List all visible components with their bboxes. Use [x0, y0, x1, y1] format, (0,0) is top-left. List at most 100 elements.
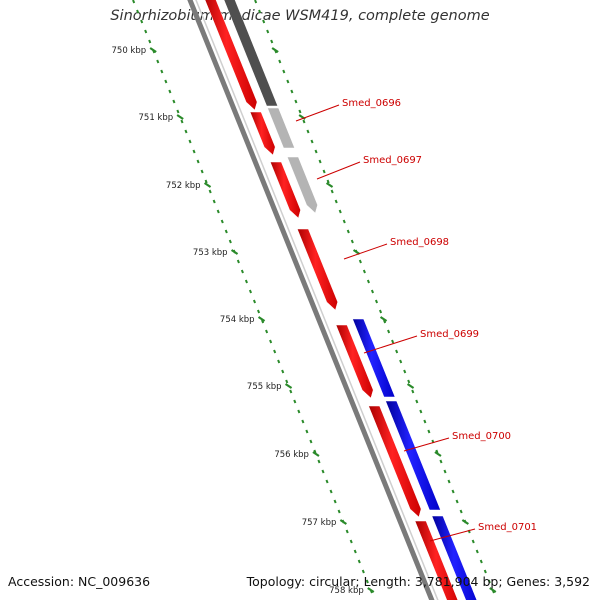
ruler-major-tick: [284, 383, 293, 389]
ruler-tick-label: 756 kbp: [274, 450, 309, 460]
ruler-tick-label: 754 kbp: [220, 315, 255, 325]
ruler-dot: [345, 529, 349, 534]
ruler-major-tick: [367, 587, 375, 593]
ruler-dot: [487, 579, 491, 584]
ruler-dot: [265, 329, 269, 334]
ruler-dot: [196, 159, 200, 164]
ruler-dot: [318, 159, 322, 164]
ruler-dot: [244, 279, 248, 284]
ruler-dot: [455, 499, 459, 504]
ruler-dot: [180, 119, 184, 124]
ruler-dot: [338, 209, 342, 214]
ruler-dot: [365, 579, 369, 584]
ruler-dot: [228, 239, 232, 244]
ruler-dot: [403, 369, 407, 374]
ruler-dot: [290, 89, 294, 94]
ruler-tick-label: 755 kbp: [247, 382, 282, 392]
ruler-dot: [293, 399, 297, 404]
cds-reverse: [385, 400, 441, 511]
ruler-dot: [286, 79, 290, 84]
ruler-dot: [258, 9, 262, 14]
ruler-dot: [330, 189, 334, 194]
ruler-dot: [281, 369, 285, 374]
ruler-dot: [415, 399, 419, 404]
ruler-dot: [212, 199, 216, 204]
ruler-dot: [333, 499, 337, 504]
gene-label: Smed_0701: [478, 522, 537, 533]
ruler-major-tick: [379, 316, 388, 322]
ruler-dot: [475, 549, 479, 554]
ruler-dot: [160, 69, 164, 74]
ruler-dot: [282, 69, 286, 74]
gene-labels: Smed_0696 Smed_0697 Smed_0698 Smed_0699 Smed…: [295, 98, 537, 542]
ruler-dot: [254, 0, 258, 4]
ruler-dot: [399, 359, 403, 364]
ruler-dot: [273, 349, 277, 354]
ruler-dot: [176, 109, 180, 114]
ruler-dot: [248, 289, 253, 294]
ruler-dot: [349, 539, 353, 544]
ruler-major-tick: [339, 519, 347, 525]
ruler-dot: [208, 189, 212, 194]
ruler-dot: [317, 459, 321, 464]
ruler-dot: [443, 469, 447, 474]
ruler-dot: [357, 559, 361, 564]
ruler-tick-label: 751 kbp: [139, 113, 174, 123]
ruler-dot: [257, 309, 261, 314]
ruler-dot: [216, 209, 220, 214]
ruler-dot: [459, 509, 463, 514]
ruler-dot: [483, 569, 487, 574]
cds-forward: [296, 228, 338, 311]
ruler-dot: [301, 419, 305, 424]
map-title: Sinorhizobium medicae WSM419, complete g…: [110, 8, 490, 24]
ruler-dot: [184, 129, 188, 134]
ruler-dot: [277, 359, 281, 364]
ruler-dot: [329, 489, 333, 494]
ruler-dot: [447, 479, 451, 484]
ruler-major-tick: [434, 451, 442, 457]
ruler-dot: [439, 459, 443, 464]
gene-label-leader: [363, 335, 418, 354]
ruler-major-tick: [352, 249, 361, 255]
ruler-dot: [188, 139, 192, 144]
ruler-dot: [136, 9, 140, 14]
cds-forward: [269, 161, 301, 219]
gene-slot-dark: [223, 0, 279, 107]
gene-slot-light: [267, 107, 295, 149]
ruler-dot: [266, 29, 270, 34]
ruler-dot: [325, 479, 329, 484]
ruler-dot: [262, 19, 266, 24]
gene-label-leader: [316, 161, 361, 180]
ruler-dot: [310, 139, 314, 144]
backbone: [187, 0, 439, 600]
ruler-major-tick: [406, 383, 415, 389]
gene-label-leader: [403, 437, 450, 452]
ruler-dot: [362, 269, 366, 274]
gene-slot-light: [286, 156, 318, 214]
ruler-dot: [346, 229, 350, 234]
ruler-dot: [342, 219, 346, 224]
gene-label-leader: [343, 243, 388, 260]
ruler-dot: [294, 99, 298, 104]
backbone-highlight: [195, 0, 439, 600]
ruler-dot: [479, 559, 483, 564]
ruler-dot: [337, 509, 341, 514]
ruler-dot: [140, 19, 144, 24]
ruler-dot: [285, 379, 289, 384]
ruler-dot: [366, 279, 370, 284]
ruler-dot: [374, 299, 379, 304]
gene-label: Smed_0700: [452, 431, 511, 442]
ruler-dot: [451, 489, 455, 494]
gene-label: Smed_0696: [342, 98, 401, 109]
ruler-major-tick: [489, 587, 497, 593]
ruler-dot: [361, 569, 365, 574]
ruler-dot: [298, 109, 302, 114]
ruler-dot: [200, 169, 204, 174]
ruler-major-tick: [325, 182, 334, 188]
ruler-dot: [395, 349, 399, 354]
cds-forward: [414, 520, 459, 600]
ruler-major-tick: [230, 249, 239, 255]
ruler-dot: [192, 149, 196, 154]
ruler-dot: [326, 179, 330, 184]
